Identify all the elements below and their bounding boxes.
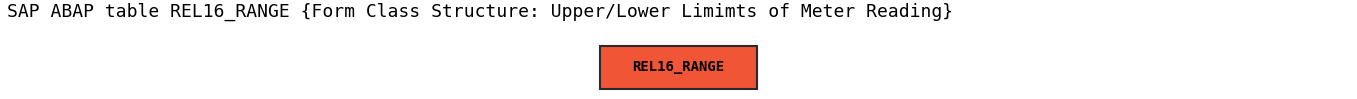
Text: SAP ABAP table REL16_RANGE {Form Class Structure: Upper/Lower Limimts of Meter R: SAP ABAP table REL16_RANGE {Form Class S… [7,3,953,21]
Text: REL16_RANGE: REL16_RANGE [632,60,725,74]
FancyBboxPatch shape [600,46,757,89]
